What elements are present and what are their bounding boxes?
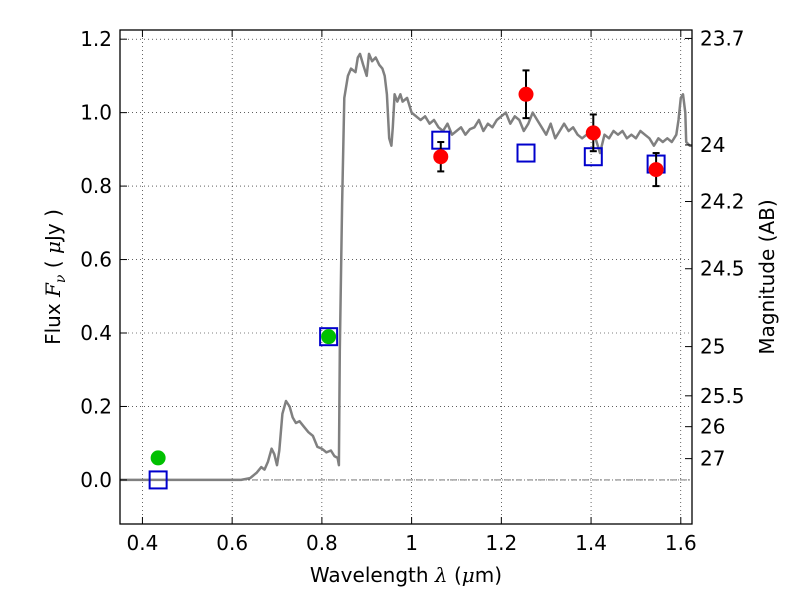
x-tick-label: 1.4 (575, 531, 607, 555)
model-square-marker (516, 143, 536, 163)
right-axis-tick-label: 27 (700, 447, 725, 471)
x-tick-label: 0.8 (306, 531, 338, 555)
ticks: 0.4 0.6 0.8 1 1.2 1.4 1.6 0.0 0.2 0.4 0.6 0.8 1.0 1.2… (80, 26, 744, 555)
right-axis-tick-label: 24.5 (700, 257, 745, 281)
right-axis-tick-label: 23.7 (700, 26, 745, 50)
x-tick-label: 1.6 (665, 531, 697, 555)
y-tick-label: 0.6 (80, 248, 112, 272)
data-point-marker (150, 450, 166, 466)
model-square-marker (148, 470, 168, 490)
right-axis-label: Magnitude (AB) (755, 199, 779, 354)
data-point-marker (433, 149, 449, 165)
x-tick-label: 1.2 (485, 531, 517, 555)
x-tick-label: 0.6 (216, 531, 248, 555)
y-tick-label: 0.0 (80, 468, 112, 492)
plot-frame (119, 29, 693, 525)
data-point-marker (648, 162, 664, 178)
y-tick-label: 1.0 (80, 101, 112, 125)
data-point-marker (321, 329, 337, 345)
x-tick-label: 0.4 (127, 531, 159, 555)
right-axis-tick-label: 25.5 (700, 384, 745, 408)
right-axis-tick-label: 24.2 (700, 190, 745, 214)
right-axis-tick-label: 26 (700, 415, 725, 439)
series-layer (120, 52, 692, 490)
y-tick-label: 0.8 (80, 174, 112, 198)
y-tick-label: 1.2 (80, 27, 112, 51)
data-point-marker (585, 125, 601, 141)
right-axis-tick-label: 25 (700, 335, 725, 359)
y-axis-label: Flux Fν ( μJy ) (41, 209, 69, 345)
x-axis-label: Wavelength λ (μm) (310, 563, 502, 587)
y-tick-label: 0.4 (80, 321, 112, 345)
x-tick-label: 1 (405, 531, 418, 555)
model-square-marker (319, 327, 339, 347)
data-point-marker (518, 86, 534, 102)
right-axis-tick-label: 24 (700, 133, 725, 157)
y-tick-label: 0.2 (80, 394, 112, 418)
